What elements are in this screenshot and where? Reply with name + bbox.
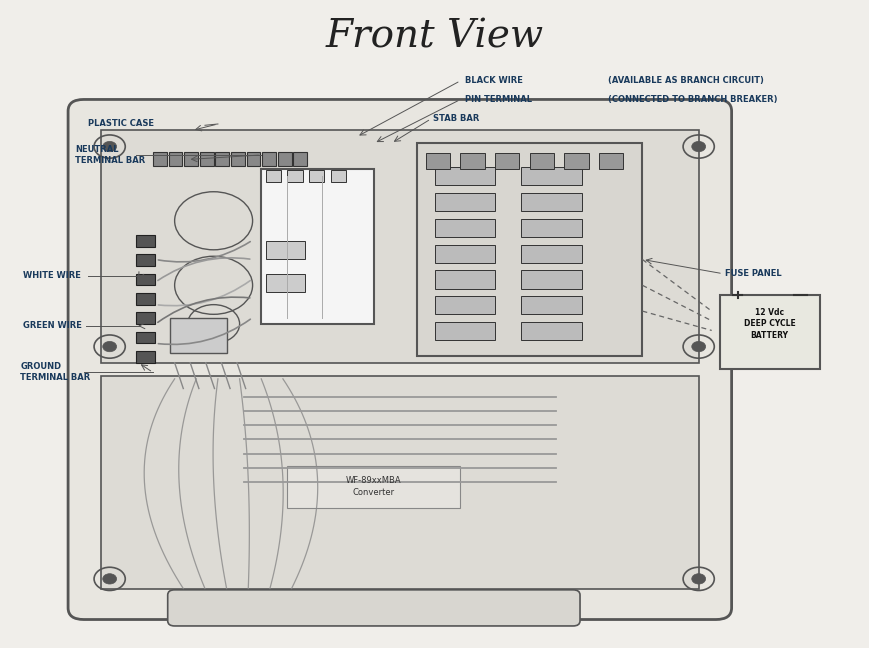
Bar bbox=[101, 130, 699, 363]
Bar bbox=[288, 170, 302, 182]
FancyBboxPatch shape bbox=[68, 99, 732, 619]
Bar bbox=[434, 193, 495, 211]
Bar bbox=[184, 152, 198, 166]
Circle shape bbox=[103, 141, 116, 152]
Text: Front View: Front View bbox=[325, 18, 544, 55]
Circle shape bbox=[692, 341, 706, 352]
Bar bbox=[434, 322, 495, 340]
Text: NEUTRAL
TERMINAL BAR: NEUTRAL TERMINAL BAR bbox=[75, 145, 145, 165]
Bar bbox=[434, 270, 495, 288]
Circle shape bbox=[103, 573, 116, 584]
Bar bbox=[170, 318, 227, 353]
Bar bbox=[521, 245, 581, 262]
Text: (CONNECTED TO BRANCH BREAKER): (CONNECTED TO BRANCH BREAKER) bbox=[607, 95, 777, 104]
Bar bbox=[521, 167, 581, 185]
Text: PIN TERMINAL: PIN TERMINAL bbox=[465, 95, 532, 104]
Bar bbox=[262, 152, 276, 166]
Bar bbox=[266, 242, 304, 259]
Bar bbox=[136, 312, 155, 324]
Bar bbox=[136, 235, 155, 247]
Bar bbox=[216, 152, 229, 166]
Bar bbox=[434, 167, 495, 185]
Text: BLACK WIRE: BLACK WIRE bbox=[465, 76, 522, 86]
Bar bbox=[294, 152, 307, 166]
Bar bbox=[495, 153, 520, 169]
Bar bbox=[434, 296, 495, 314]
Bar bbox=[521, 219, 581, 237]
Bar bbox=[278, 152, 292, 166]
Circle shape bbox=[692, 141, 706, 152]
Bar bbox=[417, 143, 642, 356]
Bar bbox=[266, 170, 282, 182]
Text: WHITE WIRE: WHITE WIRE bbox=[23, 271, 81, 280]
Bar bbox=[308, 170, 324, 182]
Bar bbox=[136, 293, 155, 305]
Circle shape bbox=[103, 341, 116, 352]
Bar bbox=[434, 219, 495, 237]
Bar bbox=[720, 295, 820, 369]
Bar bbox=[200, 152, 214, 166]
Bar bbox=[247, 152, 261, 166]
Text: (AVAILABLE AS BRANCH CIRCUIT): (AVAILABLE AS BRANCH CIRCUIT) bbox=[607, 76, 764, 86]
Bar bbox=[288, 466, 461, 508]
FancyBboxPatch shape bbox=[168, 590, 580, 626]
Bar bbox=[136, 351, 155, 363]
Text: GROUND
TERMINAL BAR: GROUND TERMINAL BAR bbox=[21, 362, 90, 382]
Bar bbox=[231, 152, 245, 166]
Text: WF-89xxMBA
Converter: WF-89xxMBA Converter bbox=[346, 476, 401, 498]
Bar bbox=[461, 153, 485, 169]
Bar bbox=[565, 153, 588, 169]
Bar bbox=[434, 245, 495, 262]
Bar bbox=[599, 153, 623, 169]
Text: FUSE PANEL: FUSE PANEL bbox=[725, 269, 781, 278]
Bar bbox=[101, 376, 699, 588]
Bar bbox=[136, 254, 155, 266]
Text: GREEN WIRE: GREEN WIRE bbox=[23, 321, 82, 330]
Bar bbox=[521, 193, 581, 211]
Bar bbox=[521, 296, 581, 314]
Text: STAB BAR: STAB BAR bbox=[433, 114, 479, 123]
Text: 12 Vdc
DEEP CYCLE
BATTERY: 12 Vdc DEEP CYCLE BATTERY bbox=[744, 308, 796, 340]
Bar bbox=[136, 273, 155, 285]
Bar bbox=[521, 270, 581, 288]
Circle shape bbox=[692, 573, 706, 584]
Bar bbox=[330, 170, 346, 182]
Bar bbox=[530, 153, 554, 169]
Bar bbox=[262, 169, 374, 324]
Bar bbox=[426, 153, 450, 169]
Text: PLASTIC CASE: PLASTIC CASE bbox=[88, 119, 154, 128]
Bar bbox=[521, 322, 581, 340]
Bar bbox=[136, 332, 155, 343]
Bar bbox=[266, 273, 304, 292]
Bar bbox=[169, 152, 182, 166]
Bar bbox=[153, 152, 167, 166]
